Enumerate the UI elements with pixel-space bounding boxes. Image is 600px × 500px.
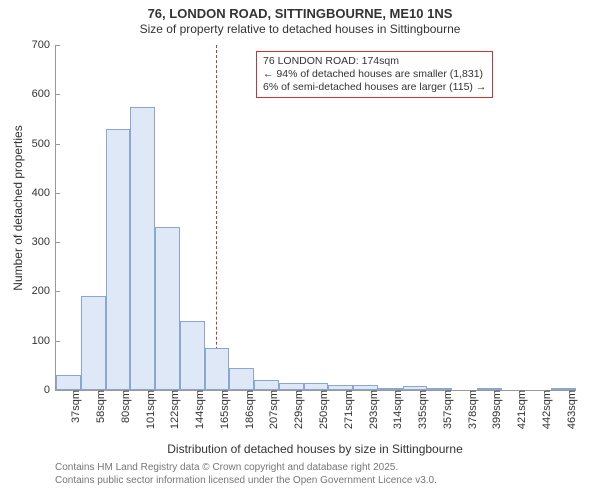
histogram-bar: [279, 383, 304, 390]
x-tick: 399sqm: [487, 390, 503, 429]
x-tick: 37sqm: [66, 390, 82, 423]
histogram-bar: [229, 368, 254, 390]
chart-subtitle: Size of property relative to detached ho…: [0, 22, 600, 37]
x-tick: 421sqm: [512, 390, 528, 429]
x-tick: 378sqm: [463, 390, 479, 429]
histogram-bar: [81, 296, 106, 390]
histogram-bar: [205, 348, 230, 390]
callout-line: 6% of semi-detached houses are larger (1…: [263, 81, 486, 94]
x-tick: 250sqm: [314, 390, 330, 429]
histogram-bar: [56, 375, 81, 390]
y-tick: 500: [32, 138, 56, 150]
y-tick: 300: [32, 236, 56, 248]
y-tick: 400: [32, 187, 56, 199]
x-tick: 229sqm: [289, 390, 305, 429]
histogram-bar: [254, 380, 279, 390]
y-tick: 600: [32, 88, 56, 100]
x-tick: 165sqm: [215, 390, 231, 429]
x-axis-label: Distribution of detached houses by size …: [55, 442, 575, 456]
property-size-histogram: 76, LONDON ROAD, SITTINGBOURNE, ME10 1NS…: [0, 0, 600, 500]
histogram-bar: [155, 227, 180, 390]
x-tick: 463sqm: [562, 390, 578, 429]
attribution-line: Contains public sector information licen…: [55, 475, 437, 488]
attribution-line: Contains HM Land Registry data © Crown c…: [55, 462, 437, 475]
x-tick: 293sqm: [364, 390, 380, 429]
x-tick: 122sqm: [165, 390, 181, 429]
chart-title: 76, LONDON ROAD, SITTINGBOURNE, ME10 1NS: [0, 6, 600, 22]
histogram-bar: [106, 129, 131, 390]
x-tick: 207sqm: [264, 390, 280, 429]
plot-area: 76 LONDON ROAD: 174sqm← 94% of detached …: [55, 45, 576, 391]
x-tick: 314sqm: [388, 390, 404, 429]
y-tick: 100: [32, 335, 56, 347]
x-tick: 357sqm: [438, 390, 454, 429]
histogram-bar: [180, 321, 205, 390]
attribution-text: Contains HM Land Registry data © Crown c…: [55, 462, 437, 487]
chart-title-block: 76, LONDON ROAD, SITTINGBOURNE, ME10 1NS…: [0, 0, 600, 37]
y-tick: 0: [44, 384, 56, 396]
y-tick: 700: [32, 39, 56, 51]
x-tick: 80sqm: [116, 390, 132, 423]
x-tick: 335sqm: [413, 390, 429, 429]
callout-line: ← 94% of detached houses are smaller (1,…: [263, 68, 486, 81]
x-tick: 442sqm: [537, 390, 553, 429]
x-tick: 144sqm: [190, 390, 206, 429]
x-tick: 186sqm: [240, 390, 256, 429]
reference-callout: 76 LONDON ROAD: 174sqm← 94% of detached …: [256, 51, 493, 98]
y-tick: 200: [32, 285, 56, 297]
x-tick: 271sqm: [339, 390, 355, 429]
reference-line: [216, 45, 217, 390]
callout-line: 76 LONDON ROAD: 174sqm: [263, 55, 486, 68]
histogram-bar: [130, 107, 155, 390]
x-tick: 58sqm: [91, 390, 107, 423]
y-axis-label: Number of detached properties: [11, 108, 25, 308]
histogram-bar: [304, 383, 329, 390]
x-tick: 101sqm: [141, 390, 157, 429]
